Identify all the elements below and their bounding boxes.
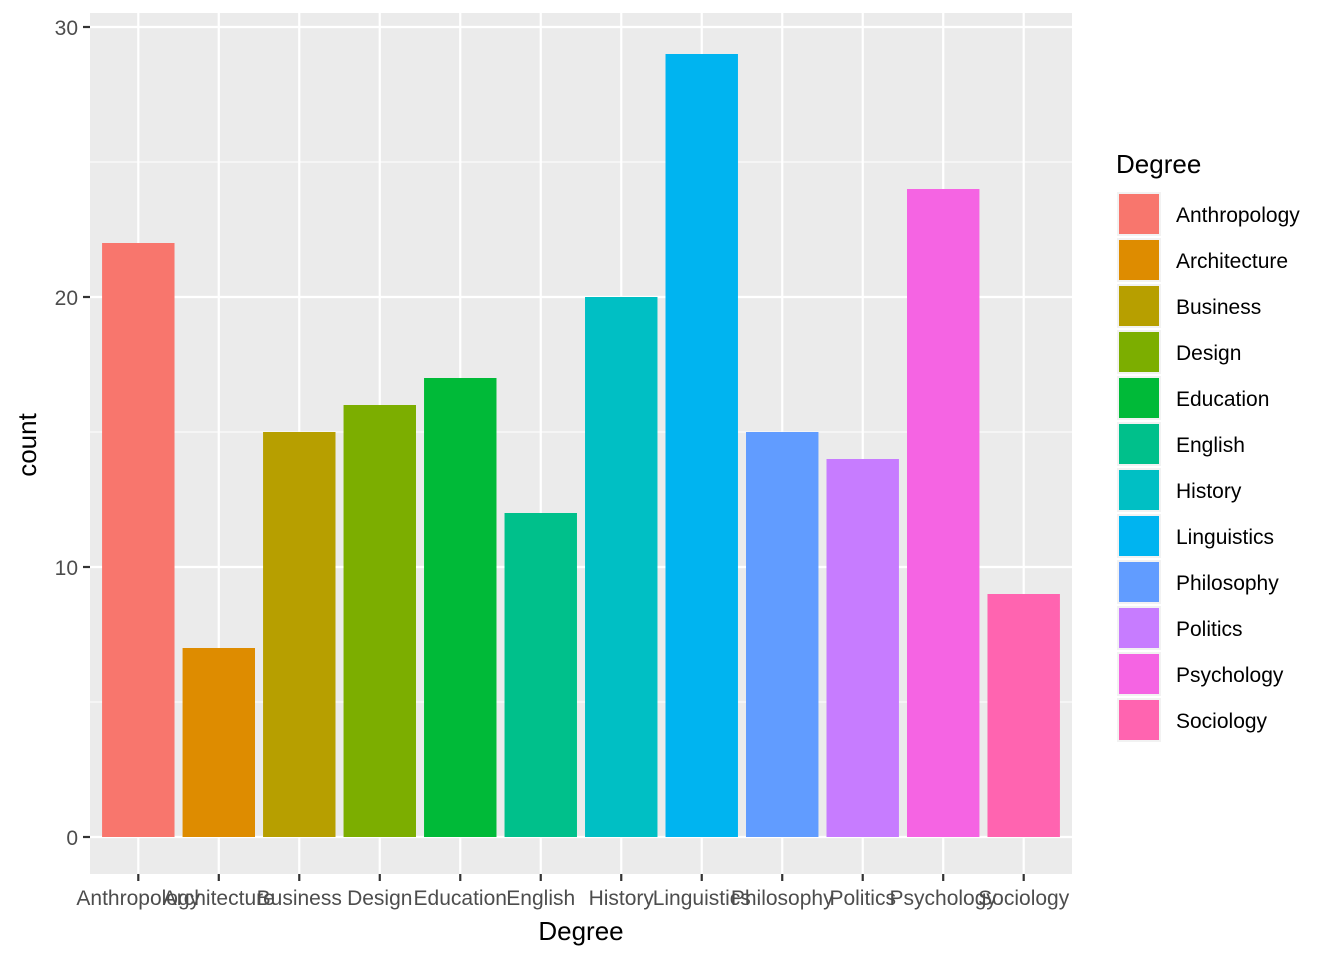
bar (585, 297, 658, 837)
x-tick-label: English (506, 887, 575, 910)
legend-swatch (1119, 470, 1159, 510)
legend-swatch (1119, 516, 1159, 556)
legend-swatch (1119, 562, 1159, 602)
bars (102, 54, 1060, 837)
bar (826, 459, 899, 837)
x-axis-title: Degree (538, 916, 623, 946)
legend-title: Degree (1116, 149, 1201, 179)
bar (424, 378, 497, 837)
legend-label: Business (1176, 296, 1261, 319)
bar (665, 54, 738, 837)
x-tick-label: Architecture (163, 887, 275, 910)
bar (182, 648, 256, 837)
y-tick-label: 10 (55, 557, 78, 580)
legend-label: Anthropology (1176, 204, 1300, 227)
legend-label: Architecture (1176, 250, 1288, 273)
legend-swatch (1119, 608, 1159, 648)
x-tick-label: Linguistics (653, 887, 751, 910)
legend-swatch (1119, 700, 1159, 740)
legend-swatch (1119, 654, 1159, 694)
legend-label: Politics (1176, 618, 1243, 641)
x-tick-label: Psychology (890, 887, 998, 910)
legend-label: History (1176, 480, 1242, 503)
x-tick-label: Business (257, 887, 342, 910)
x-tick-label: History (589, 887, 655, 910)
legend-swatch (1119, 332, 1159, 372)
y-tick-label: 30 (55, 17, 78, 40)
legend-swatch (1119, 424, 1159, 464)
bar (343, 405, 416, 837)
x-tick-label: Sociology (978, 887, 1070, 910)
bar (987, 594, 1060, 837)
bar (263, 432, 336, 837)
bar (746, 432, 819, 837)
legend-label: Design (1176, 342, 1241, 365)
legend-label: Linguistics (1176, 526, 1274, 549)
legend-swatch (1119, 194, 1159, 234)
y-axis-title: count (12, 412, 42, 476)
x-tick-label: Philosophy (731, 887, 834, 910)
legend-label: Philosophy (1176, 572, 1279, 595)
y-tick-label: 20 (55, 287, 78, 310)
legend-label: Education (1176, 388, 1269, 411)
legend-label: Sociology (1176, 710, 1268, 733)
legend-swatch (1119, 240, 1159, 280)
x-tick-label: Education (414, 887, 507, 910)
legend-swatch (1119, 286, 1159, 326)
x-tick-label: Design (347, 887, 412, 910)
legend-label: Psychology (1176, 664, 1284, 687)
bar (906, 189, 980, 837)
legend: Degree Anthropology Architecture Business D… (1116, 149, 1300, 742)
bar (504, 513, 577, 837)
x-tick-label: Anthropology (76, 887, 200, 910)
y-tick-label: 0 (66, 827, 78, 850)
bar (102, 243, 175, 837)
legend-swatch (1119, 378, 1159, 418)
x-tick-label: Politics (829, 887, 896, 910)
legend-label: English (1176, 434, 1245, 457)
